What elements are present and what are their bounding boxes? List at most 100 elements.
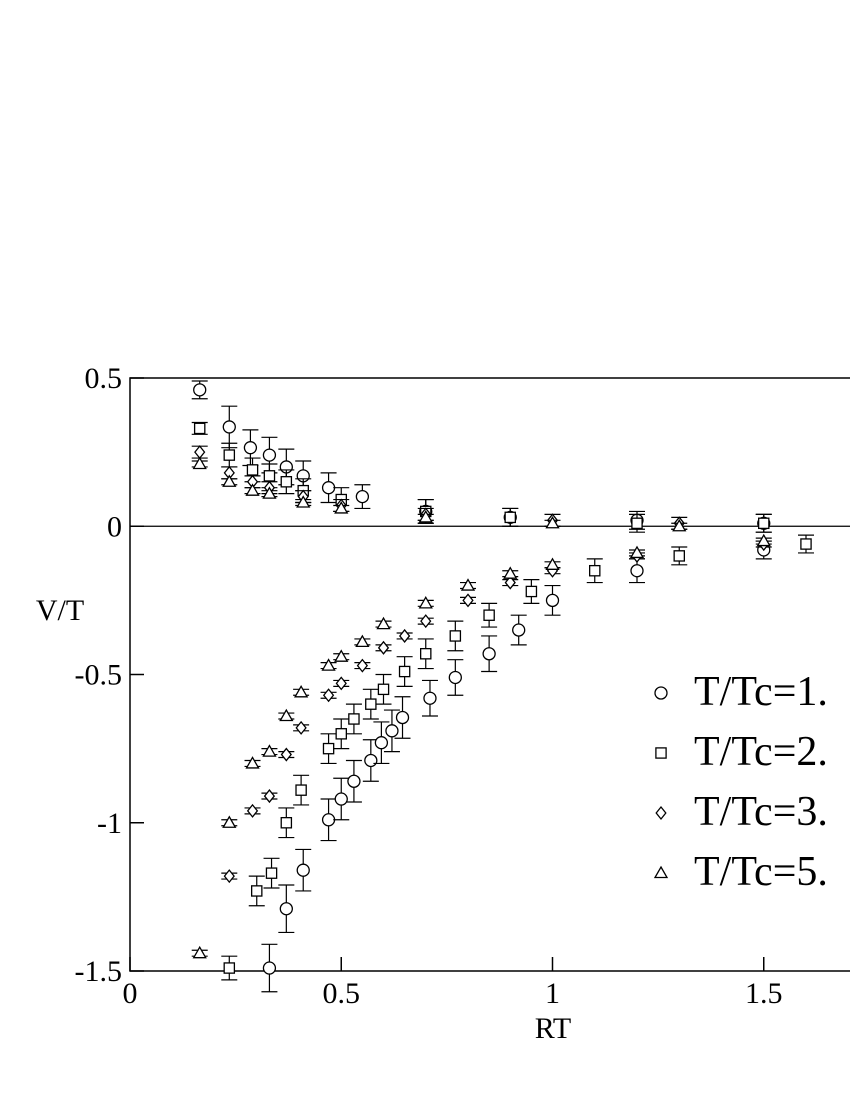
data-point: [265, 867, 278, 879]
data-point: [418, 510, 433, 523]
data-point: [419, 647, 432, 660]
data-point: [423, 691, 437, 705]
data-point: [262, 486, 277, 499]
data-point: [245, 483, 260, 496]
data-point: [280, 817, 293, 829]
data-point: [420, 614, 432, 629]
data-point: [280, 747, 292, 762]
data-point: [449, 630, 462, 642]
data-point: [545, 515, 560, 529]
y-axis-label: V/T: [36, 594, 84, 627]
y-tick-label: 0.5: [85, 362, 123, 395]
data-point: [223, 962, 236, 974]
data-point: [322, 742, 335, 755]
data-point: [355, 634, 370, 648]
data-point: [448, 670, 462, 685]
data-point: [758, 517, 770, 530]
data-point: [321, 813, 336, 827]
data-point: [377, 640, 390, 655]
legend-label: T/Tc=5.: [694, 849, 828, 895]
data-point: [245, 756, 260, 769]
data-point: [672, 518, 687, 532]
legend-label: T/Tc=1.: [694, 669, 828, 715]
data-point: [246, 464, 259, 476]
data-point: [398, 628, 411, 643]
data-point: [243, 441, 258, 455]
data-point: [262, 961, 277, 975]
y-tick-label: -1.5: [75, 955, 123, 988]
data-point: [462, 593, 474, 608]
data-point: [364, 753, 378, 768]
data-point: [482, 647, 496, 661]
data-point: [504, 511, 516, 524]
x-tick-label: 1: [545, 977, 560, 1010]
data-point: [193, 422, 206, 435]
data-point: [293, 684, 309, 698]
data-point: [512, 623, 526, 637]
x-axis-label: RT: [535, 1012, 572, 1045]
data-point: [355, 489, 370, 504]
data-point: [395, 710, 410, 725]
data-point: [356, 658, 369, 673]
data-point: [321, 658, 336, 671]
data-point: [279, 708, 294, 722]
x-tick-label: 1.5: [745, 977, 783, 1010]
data-point: [398, 665, 411, 678]
data-point: [335, 676, 347, 691]
data-point: [377, 683, 390, 696]
data-point: [545, 557, 560, 570]
data-point: [504, 575, 516, 590]
y-tick-label: -0.5: [75, 659, 123, 692]
data-point: [296, 495, 311, 508]
data-point: [376, 616, 391, 630]
data-point: [192, 456, 207, 470]
legend-marker: [653, 865, 669, 879]
legend-marker: [654, 686, 668, 700]
data-point: [295, 784, 307, 796]
data-point: [545, 593, 560, 608]
data-point: [800, 538, 812, 550]
data-point: [630, 564, 644, 578]
legend-marker: [655, 747, 667, 759]
data-point: [322, 688, 335, 703]
data-point: [365, 698, 377, 710]
y-tick-label: 0: [107, 510, 122, 543]
data-point: [348, 713, 360, 725]
data-point: [194, 445, 206, 460]
data-point: [246, 803, 259, 818]
data-point: [223, 869, 235, 884]
data-point: [589, 564, 601, 577]
data-point: [334, 792, 348, 806]
data-point: [193, 383, 207, 397]
data-point: [756, 533, 771, 547]
data-point: [192, 945, 207, 959]
data-point: [295, 720, 307, 735]
x-tick-label: 0: [123, 977, 138, 1010]
data-point: [334, 649, 349, 662]
data-point: [483, 609, 495, 621]
data-point: [460, 578, 476, 591]
data-point: [263, 789, 276, 804]
data-point: [263, 470, 276, 482]
legend-marker: [655, 805, 667, 821]
y-tick-label: -1: [97, 807, 122, 840]
data-point: [629, 545, 645, 559]
data-point: [222, 474, 237, 487]
data-point: [418, 596, 433, 609]
data-point: [262, 744, 277, 757]
legend-label: T/Tc=3.: [694, 789, 828, 835]
data-point: [374, 736, 389, 750]
data-point: [673, 550, 686, 562]
data-point: [503, 566, 518, 579]
data-point: [385, 724, 399, 738]
data-point: [223, 449, 236, 461]
data-point: [296, 863, 310, 877]
data-point: [250, 885, 263, 897]
data-point: [222, 420, 236, 434]
data-point: [631, 517, 643, 530]
data-point: [222, 815, 237, 828]
legend-label: T/Tc=2.: [694, 729, 828, 775]
data-point: [334, 501, 349, 514]
